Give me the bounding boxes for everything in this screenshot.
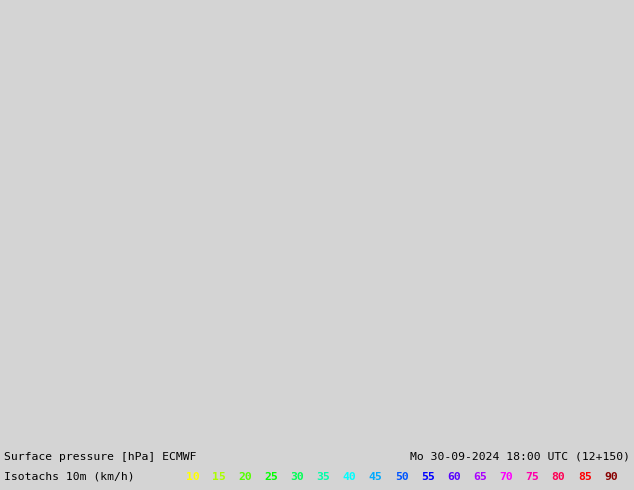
Text: 75: 75 <box>526 472 540 482</box>
Text: Mo 30-09-2024 18:00 UTC (12+150): Mo 30-09-2024 18:00 UTC (12+150) <box>410 452 630 462</box>
Text: 55: 55 <box>421 472 435 482</box>
Text: 10: 10 <box>186 472 200 482</box>
Text: 30: 30 <box>290 472 304 482</box>
Text: 20: 20 <box>238 472 252 482</box>
Text: 65: 65 <box>474 472 487 482</box>
Text: Surface pressure [hPa] ECMWF: Surface pressure [hPa] ECMWF <box>4 452 197 462</box>
Text: 80: 80 <box>552 472 566 482</box>
Text: 70: 70 <box>500 472 513 482</box>
Text: 45: 45 <box>369 472 382 482</box>
Text: 85: 85 <box>578 472 592 482</box>
Text: 40: 40 <box>343 472 356 482</box>
Text: 90: 90 <box>604 472 618 482</box>
Text: 60: 60 <box>447 472 461 482</box>
Text: Isotachs 10m (km/h): Isotachs 10m (km/h) <box>4 472 141 482</box>
Text: 50: 50 <box>395 472 409 482</box>
Text: 15: 15 <box>212 472 226 482</box>
Text: 35: 35 <box>316 472 330 482</box>
Text: 25: 25 <box>264 472 278 482</box>
